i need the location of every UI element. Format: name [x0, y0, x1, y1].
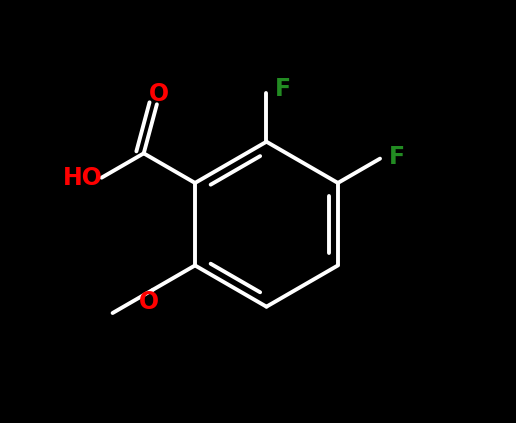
- Text: F: F: [389, 145, 405, 168]
- Text: F: F: [276, 77, 292, 101]
- Text: HO: HO: [62, 166, 103, 190]
- Text: O: O: [149, 82, 169, 106]
- Text: O: O: [139, 291, 159, 314]
